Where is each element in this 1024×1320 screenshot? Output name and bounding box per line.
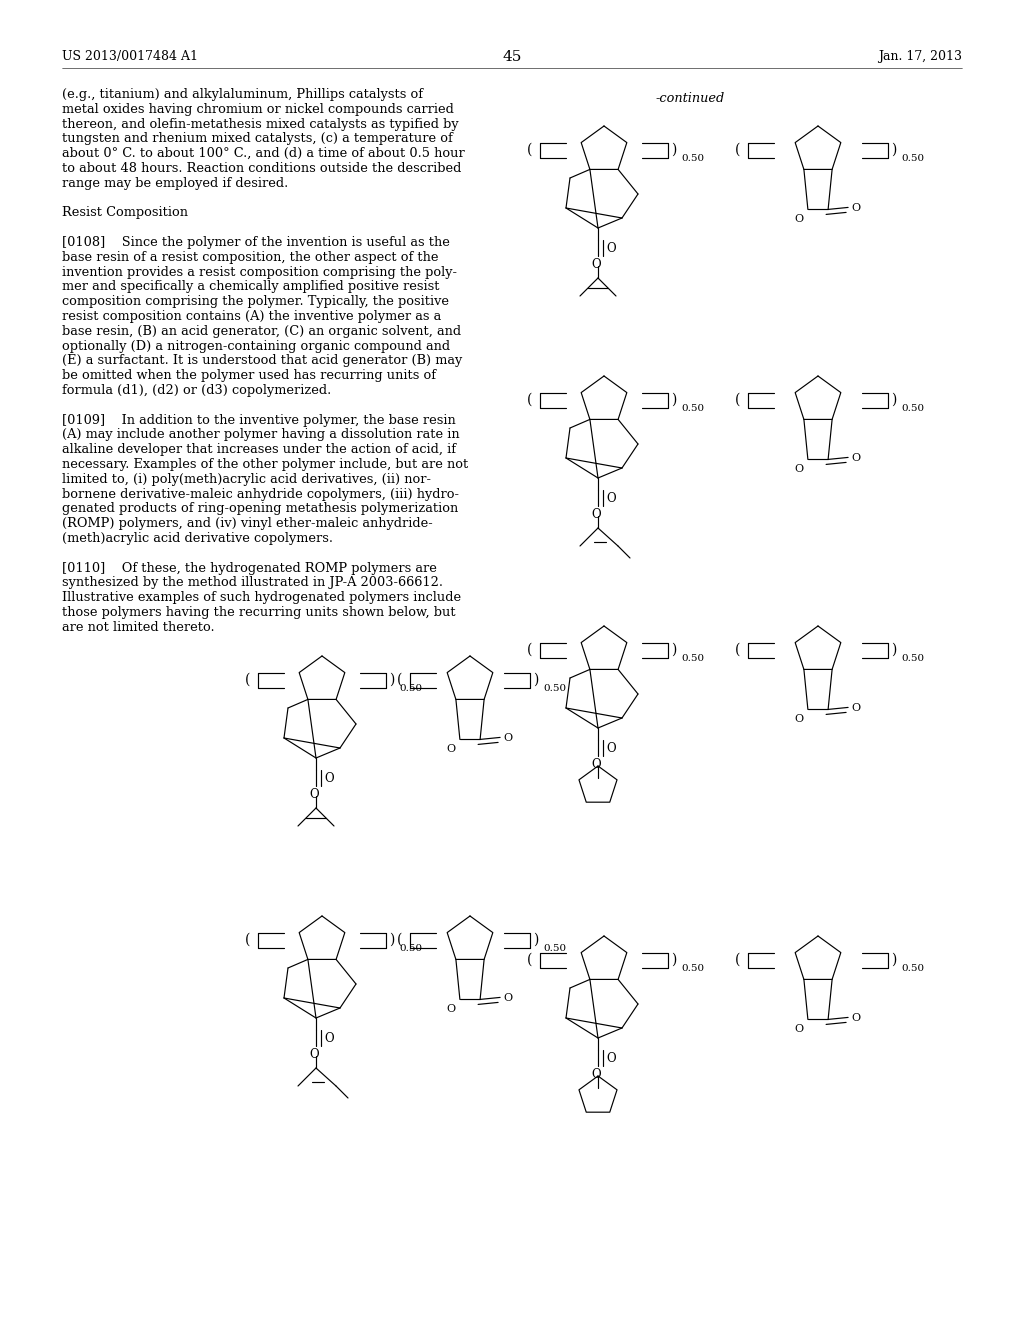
Text: O: O xyxy=(606,242,615,255)
Text: ): ) xyxy=(671,393,677,407)
Text: O: O xyxy=(446,1005,456,1014)
Text: O: O xyxy=(309,788,318,801)
Text: formula (d1), (d2) or (d3) copolymerized.: formula (d1), (d2) or (d3) copolymerized… xyxy=(62,384,331,397)
Text: O: O xyxy=(795,1024,804,1035)
Text: 0.50: 0.50 xyxy=(901,404,924,413)
Text: ): ) xyxy=(534,933,539,946)
Text: those polymers having the recurring units shown below, but: those polymers having the recurring unit… xyxy=(62,606,456,619)
Text: metal oxides having chromium or nickel compounds carried: metal oxides having chromium or nickel c… xyxy=(62,103,454,116)
Text: 0.50: 0.50 xyxy=(399,684,422,693)
Text: O: O xyxy=(324,771,334,784)
Text: O: O xyxy=(591,758,601,771)
Text: (E) a surfactant. It is understood that acid generator (B) may: (E) a surfactant. It is understood that … xyxy=(62,354,462,367)
Text: (e.g., titanium) and alkylaluminum, Phillips catalysts of: (e.g., titanium) and alkylaluminum, Phil… xyxy=(62,88,423,102)
Text: tungsten and rhenium mixed catalysts, (c) a temperature of: tungsten and rhenium mixed catalysts, (c… xyxy=(62,132,453,145)
Text: O: O xyxy=(851,453,860,463)
Text: about 0° C. to about 100° C., and (d) a time of about 0.5 hour: about 0° C. to about 100° C., and (d) a … xyxy=(62,148,465,160)
Text: [0108]    Since the polymer of the invention is useful as the: [0108] Since the polymer of the inventio… xyxy=(62,236,450,249)
Text: O: O xyxy=(503,994,512,1003)
Text: (: ( xyxy=(734,643,740,657)
Text: O: O xyxy=(503,734,512,743)
Text: synthesized by the method illustrated in JP-A 2003-66612.: synthesized by the method illustrated in… xyxy=(62,577,443,590)
Text: 0.50: 0.50 xyxy=(901,653,924,663)
Text: 0.50: 0.50 xyxy=(399,944,422,953)
Text: 0.50: 0.50 xyxy=(543,944,566,953)
Text: ): ) xyxy=(891,643,896,657)
Text: (: ( xyxy=(526,143,532,157)
Text: 0.50: 0.50 xyxy=(681,154,705,162)
Text: ): ) xyxy=(891,953,896,968)
Text: to about 48 hours. Reaction conditions outside the described: to about 48 hours. Reaction conditions o… xyxy=(62,162,462,176)
Text: (: ( xyxy=(396,673,402,686)
Text: (A) may include another polymer having a dissolution rate in: (A) may include another polymer having a… xyxy=(62,429,460,441)
Text: O: O xyxy=(446,744,456,755)
Text: Illustrative examples of such hydrogenated polymers include: Illustrative examples of such hydrogenat… xyxy=(62,591,461,605)
Text: O: O xyxy=(591,257,601,271)
Text: 0.50: 0.50 xyxy=(681,653,705,663)
Text: ): ) xyxy=(891,143,896,157)
Text: range may be employed if desired.: range may be employed if desired. xyxy=(62,177,288,190)
Text: O: O xyxy=(851,704,860,713)
Text: necessary. Examples of the other polymer include, but are not: necessary. Examples of the other polymer… xyxy=(62,458,468,471)
Text: O: O xyxy=(324,1031,334,1044)
Text: O: O xyxy=(591,1068,601,1081)
Text: (: ( xyxy=(396,933,402,946)
Text: O: O xyxy=(851,203,860,214)
Text: 0.50: 0.50 xyxy=(901,964,924,973)
Text: bornene derivative-maleic anhydride copolymers, (iii) hydro-: bornene derivative-maleic anhydride copo… xyxy=(62,487,459,500)
Text: ): ) xyxy=(389,933,394,946)
Text: thereon, and olefin-metathesis mixed catalysts as typified by: thereon, and olefin-metathesis mixed cat… xyxy=(62,117,459,131)
Text: (: ( xyxy=(245,933,250,946)
Text: 0.50: 0.50 xyxy=(901,154,924,162)
Text: O: O xyxy=(606,1052,615,1064)
Text: Jan. 17, 2013: Jan. 17, 2013 xyxy=(878,50,962,63)
Text: (ROMP) polymers, and (iv) vinyl ether-maleic anhydride-: (ROMP) polymers, and (iv) vinyl ether-ma… xyxy=(62,517,433,531)
Text: (: ( xyxy=(526,953,532,968)
Text: -continued: -continued xyxy=(655,92,725,106)
Text: O: O xyxy=(851,1014,860,1023)
Text: 0.50: 0.50 xyxy=(681,404,705,413)
Text: ): ) xyxy=(534,673,539,686)
Text: O: O xyxy=(795,214,804,224)
Text: (: ( xyxy=(245,673,250,686)
Text: ): ) xyxy=(671,643,677,657)
Text: alkaline developer that increases under the action of acid, if: alkaline developer that increases under … xyxy=(62,444,456,457)
Text: optionally (D) a nitrogen-containing organic compound and: optionally (D) a nitrogen-containing org… xyxy=(62,339,451,352)
Text: 0.50: 0.50 xyxy=(543,684,566,693)
Text: (: ( xyxy=(734,953,740,968)
Text: 0.50: 0.50 xyxy=(681,964,705,973)
Text: limited to, (i) poly(meth)acrylic acid derivatives, (ii) nor-: limited to, (i) poly(meth)acrylic acid d… xyxy=(62,473,431,486)
Text: (: ( xyxy=(526,643,532,657)
Text: O: O xyxy=(591,508,601,521)
Text: [0109]    In addition to the inventive polymer, the base resin: [0109] In addition to the inventive poly… xyxy=(62,413,456,426)
Text: ): ) xyxy=(389,673,394,686)
Text: O: O xyxy=(606,491,615,504)
Text: (: ( xyxy=(734,393,740,407)
Text: (: ( xyxy=(734,143,740,157)
Text: 45: 45 xyxy=(503,50,521,63)
Text: ): ) xyxy=(671,953,677,968)
Text: US 2013/0017484 A1: US 2013/0017484 A1 xyxy=(62,50,198,63)
Text: composition comprising the polymer. Typically, the positive: composition comprising the polymer. Typi… xyxy=(62,296,449,308)
Text: ): ) xyxy=(891,393,896,407)
Text: be omitted when the polymer used has recurring units of: be omitted when the polymer used has rec… xyxy=(62,370,436,383)
Text: [0110]    Of these, the hydrogenated ROMP polymers are: [0110] Of these, the hydrogenated ROMP p… xyxy=(62,561,437,574)
Text: resist composition contains (A) the inventive polymer as a: resist composition contains (A) the inve… xyxy=(62,310,441,323)
Text: are not limited thereto.: are not limited thereto. xyxy=(62,620,215,634)
Text: O: O xyxy=(795,714,804,725)
Text: ): ) xyxy=(671,143,677,157)
Text: O: O xyxy=(606,742,615,755)
Text: base resin, (B) an acid generator, (C) an organic solvent, and: base resin, (B) an acid generator, (C) a… xyxy=(62,325,461,338)
Text: O: O xyxy=(309,1048,318,1061)
Text: O: O xyxy=(795,465,804,474)
Text: Resist Composition: Resist Composition xyxy=(62,206,188,219)
Text: mer and specifically a chemically amplified positive resist: mer and specifically a chemically amplif… xyxy=(62,280,439,293)
Text: genated products of ring-opening metathesis polymerization: genated products of ring-opening metathe… xyxy=(62,503,459,515)
Text: (meth)acrylic acid derivative copolymers.: (meth)acrylic acid derivative copolymers… xyxy=(62,532,333,545)
Text: base resin of a resist composition, the other aspect of the: base resin of a resist composition, the … xyxy=(62,251,438,264)
Text: (: ( xyxy=(526,393,532,407)
Text: invention provides a resist composition comprising the poly-: invention provides a resist composition … xyxy=(62,265,457,279)
